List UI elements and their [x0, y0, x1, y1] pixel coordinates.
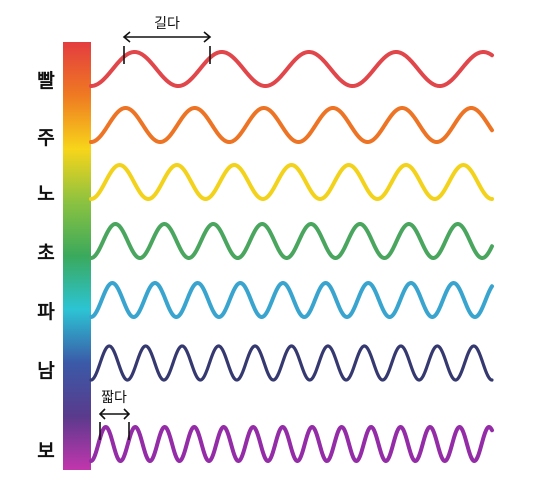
wave-5: [89, 281, 494, 319]
long-label: 길다: [154, 16, 180, 32]
color-label-6: 남: [37, 360, 55, 382]
color-label-7: 보: [37, 440, 54, 462]
wave-2: [89, 106, 494, 144]
short-wavelength-annotation: 짧다: [98, 390, 131, 440]
wave-4: [89, 222, 494, 260]
color-label-3: 노: [37, 183, 54, 205]
wave-7: [89, 425, 494, 463]
color-label-5: 파: [37, 301, 55, 323]
color-label-2: 주: [37, 127, 54, 149]
long-wavelength-annotation: 길다: [122, 16, 212, 64]
wave-6: [89, 344, 494, 382]
spectrum-bar: [63, 42, 91, 470]
wave-3: [89, 163, 494, 201]
color-label-4: 초: [37, 242, 54, 264]
wave-1: [89, 50, 494, 88]
color-label-1: 빨: [37, 70, 55, 92]
short-label: 짧다: [101, 390, 127, 406]
waves: [89, 50, 494, 463]
